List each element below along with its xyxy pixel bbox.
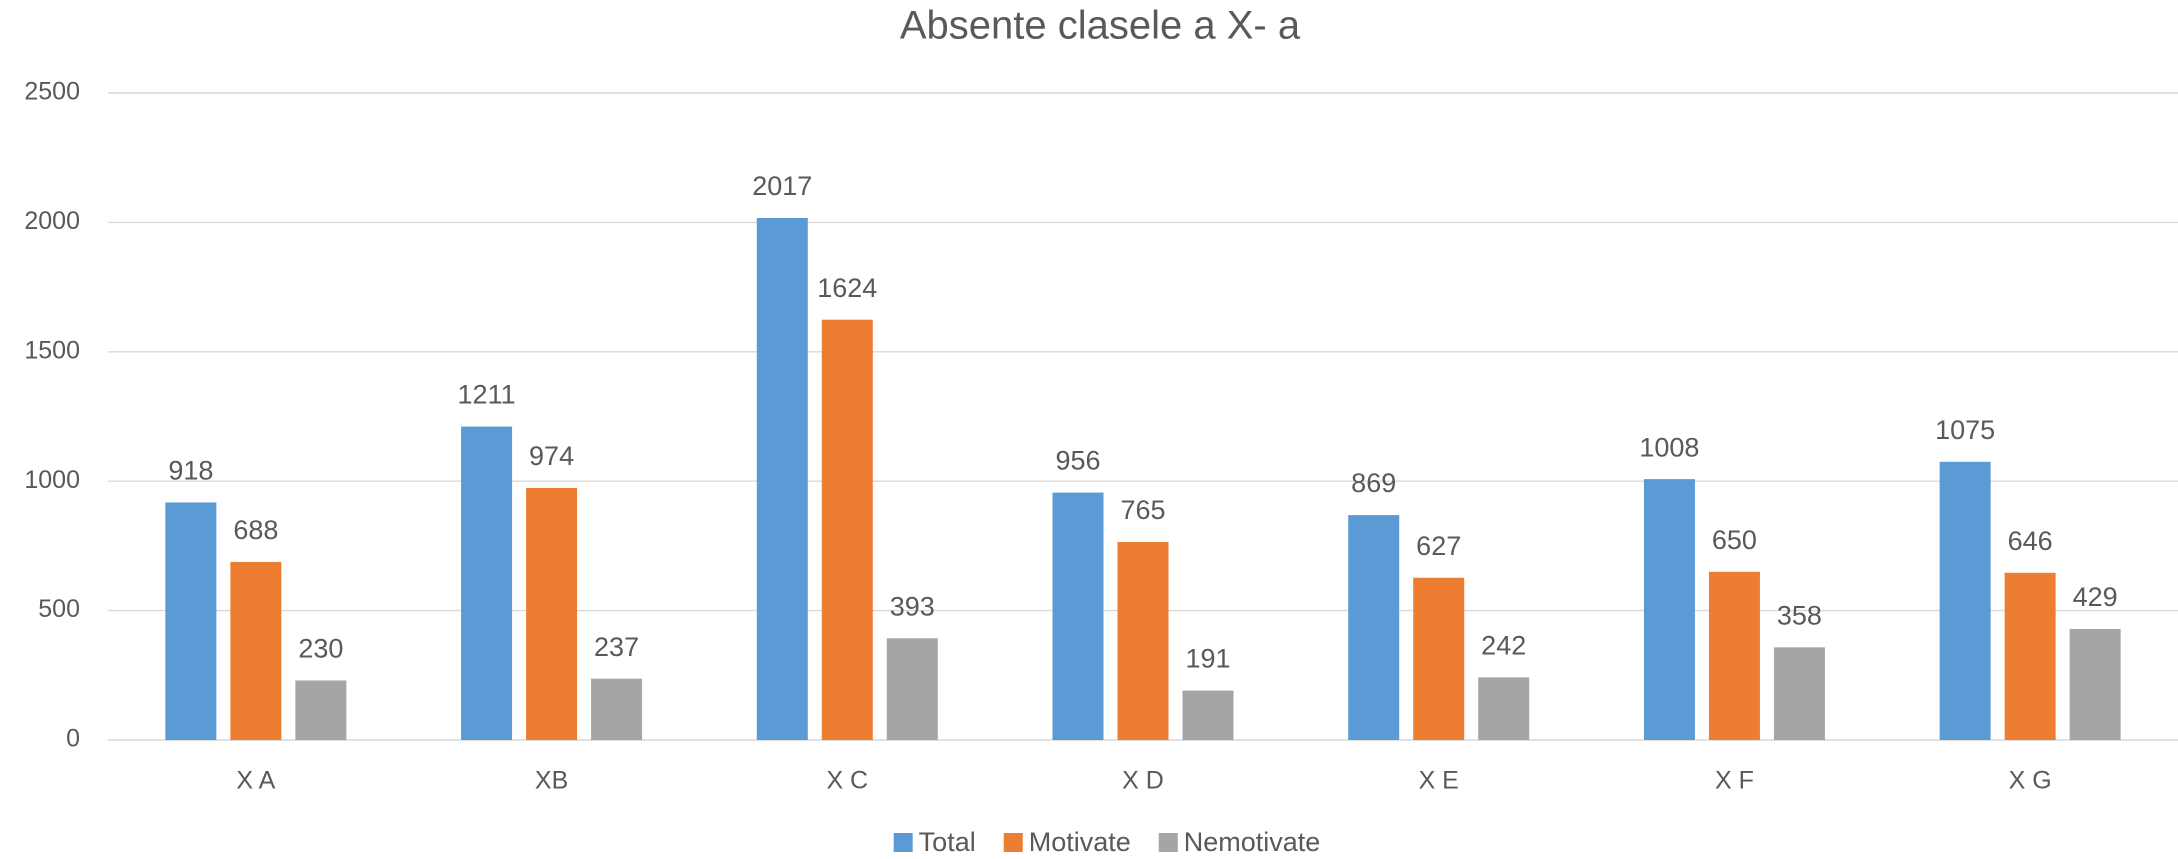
bar <box>1117 542 1169 740</box>
bar <box>756 218 808 741</box>
bar <box>526 487 578 740</box>
bar <box>1643 479 1695 740</box>
data-label: 918 <box>168 456 213 486</box>
legend-swatch <box>1003 833 1023 852</box>
data-label: 230 <box>298 634 343 664</box>
data-label: 765 <box>1120 495 1165 525</box>
bar <box>165 502 217 740</box>
data-label: 242 <box>1481 630 1526 660</box>
y-tick-label: 0 <box>66 725 80 753</box>
bar <box>230 561 282 740</box>
legend-swatch <box>1158 833 1178 852</box>
data-label: 191 <box>1185 644 1230 674</box>
data-label: 393 <box>890 591 935 621</box>
bar <box>461 426 513 740</box>
bar <box>821 319 873 740</box>
y-tick-label: 2500 <box>24 78 80 106</box>
x-tick-label: X E <box>1419 767 1459 795</box>
data-label: 688 <box>233 515 278 545</box>
data-label: 2017 <box>752 171 812 201</box>
bar <box>2069 628 2121 740</box>
bar <box>1939 461 1991 740</box>
data-label: 429 <box>2073 582 2118 612</box>
data-label: 1075 <box>1935 415 1995 445</box>
bar <box>1708 571 1760 740</box>
data-label: 1624 <box>817 273 877 303</box>
x-tick-label: X A <box>236 767 275 795</box>
bar <box>1348 515 1400 740</box>
y-tick-label: 2000 <box>24 207 80 235</box>
y-tick-label: 1000 <box>24 466 80 494</box>
data-label: 1008 <box>1639 432 1699 462</box>
data-label: 1211 <box>458 380 516 410</box>
x-tick-label: X C <box>826 767 868 795</box>
bar <box>591 678 643 740</box>
data-label: 956 <box>1055 446 1100 476</box>
bar <box>1052 492 1104 740</box>
bar <box>1182 690 1234 740</box>
legend-label: Total <box>919 827 976 857</box>
bar <box>1773 647 1825 740</box>
data-label: 358 <box>1777 600 1822 630</box>
data-label: 650 <box>1712 525 1757 555</box>
y-tick-label: 500 <box>38 595 80 623</box>
x-tick-label: X F <box>1715 767 1754 795</box>
x-tick-label: XB <box>535 767 568 795</box>
x-tick-label: X D <box>1122 767 1164 795</box>
bar <box>1478 677 1530 740</box>
bar <box>1413 577 1465 740</box>
chart-title: Absente clasele a X- a <box>900 4 1301 48</box>
bar <box>886 638 938 740</box>
data-label: 974 <box>529 441 574 471</box>
data-label: 627 <box>1416 531 1461 561</box>
legend-label: Nemotivate <box>1184 827 1321 857</box>
x-tick-label: X G <box>2009 767 2052 795</box>
bar <box>2004 572 2056 740</box>
data-label: 237 <box>594 632 639 662</box>
legend-swatch <box>893 833 913 852</box>
legend-label: Motivate <box>1029 827 1131 857</box>
data-label: 646 <box>2008 526 2053 556</box>
data-label: 869 <box>1351 468 1396 498</box>
bar <box>295 680 347 740</box>
y-tick-label: 1500 <box>24 336 80 364</box>
